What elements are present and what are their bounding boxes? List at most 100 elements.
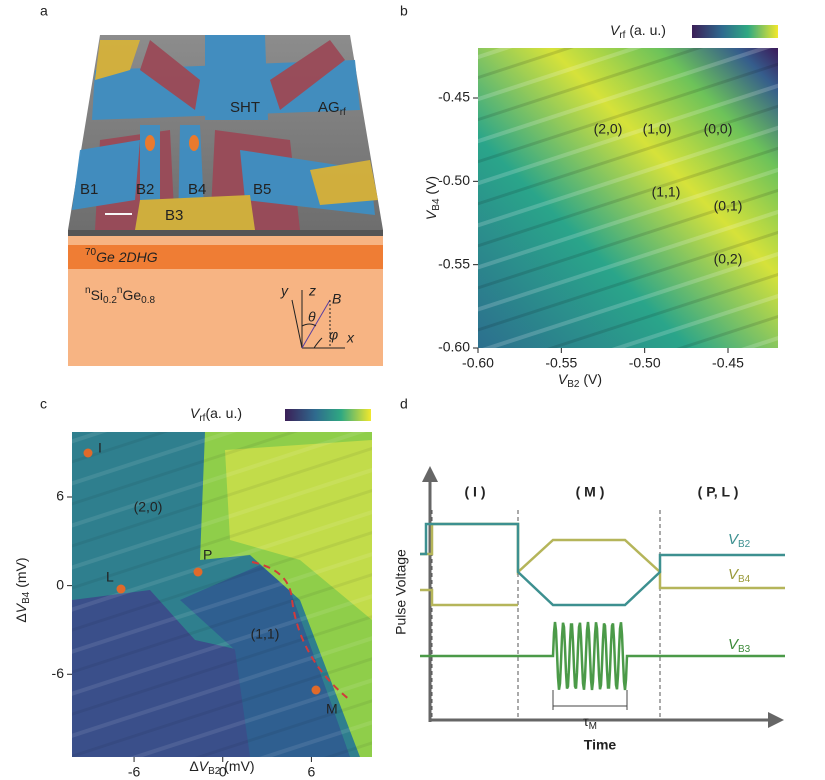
point — [311, 685, 321, 695]
duration-label: τM — [583, 713, 597, 732]
point — [83, 448, 93, 458]
colorbar — [285, 409, 371, 421]
point-label: M — [326, 701, 338, 717]
text-part: V — [610, 22, 621, 38]
x-axis-label: Time — [584, 737, 617, 753]
text-part: V — [728, 566, 740, 583]
text-part: 0.2 — [103, 295, 117, 306]
text-part: B2 — [136, 181, 154, 198]
state-label: (1,1) — [652, 184, 681, 200]
transition-line — [251, 561, 351, 701]
x-axis-label: VB2 (V) — [558, 371, 602, 390]
text-part: 0.8 — [141, 295, 155, 306]
text-part: Ge — [122, 287, 141, 303]
text-part: B4 — [431, 198, 442, 211]
axis-y: y — [280, 283, 289, 299]
y-axis-label: Pulse Voltage — [393, 549, 409, 635]
signal-label: VB2 — [728, 531, 751, 550]
y-tick-label: -0.45 — [438, 89, 470, 105]
text-part: (V) — [423, 176, 439, 199]
gate-label: B1 — [80, 181, 98, 198]
point-label: L — [106, 569, 114, 585]
text-part: V — [558, 371, 569, 387]
y-tick-label: -0.50 — [438, 172, 470, 188]
text-part: rf — [619, 30, 625, 41]
stage-label: ( M ) — [576, 484, 605, 500]
text-part: (V) — [580, 371, 603, 387]
text-part: V — [13, 602, 29, 613]
stage-label: ( P, L ) — [698, 484, 739, 500]
x-tick-label: -0.45 — [712, 355, 744, 371]
y-tick-label: 6 — [56, 488, 64, 504]
text-part: AG — [318, 99, 340, 116]
axis-z: z — [308, 283, 316, 299]
heatmap-texture — [478, 48, 778, 348]
colorbar-label: Vrf(a. u.) — [190, 405, 242, 424]
point-label: P — [203, 547, 212, 563]
angle-theta: θ — [308, 309, 316, 325]
text-part: V — [728, 531, 740, 548]
coordinate-axes — [291, 290, 345, 349]
y-tick-label: -0.55 — [438, 255, 470, 271]
gate-label: B3 — [165, 207, 183, 224]
colorbar — [692, 25, 778, 38]
text-part: B4 — [738, 574, 751, 585]
y-tick-label: 0 — [56, 576, 64, 592]
x-tick-label: -0.50 — [629, 355, 661, 371]
panel-letter: a — [40, 3, 48, 19]
y-tick-label: -0.60 — [438, 339, 470, 355]
state-label: (0,1) — [714, 198, 743, 214]
text-part: τ — [583, 713, 589, 729]
text-part: V — [423, 209, 439, 220]
text-part: rf — [199, 413, 205, 424]
text-part: B2 — [567, 379, 580, 390]
text-part: SHT — [230, 99, 260, 116]
text-part: M — [589, 721, 597, 732]
x-tick-label: -6 — [128, 764, 141, 780]
state-label: (0,0) — [704, 121, 733, 137]
text-part: V — [199, 758, 210, 774]
charge-states: (2,0) (1,0) (0,0) (1,1) (0,1) (0,2) — [594, 121, 743, 267]
gate-label: B5 — [253, 181, 271, 198]
state-label: (2,0) — [594, 121, 623, 137]
y-axis-label: VB4 (V) — [423, 176, 442, 220]
angle-phi: φ — [329, 327, 338, 343]
gates — [72, 35, 378, 230]
pulse-diagram — [420, 466, 785, 728]
point-label: I — [98, 440, 102, 456]
panel-letter: d — [400, 396, 408, 412]
state-label: (1,0) — [643, 121, 672, 137]
text-part: (mV) — [13, 557, 29, 591]
x-tick-label: 6 — [308, 764, 316, 780]
x-tick-label: -0.55 — [545, 355, 577, 371]
text-part: B3 — [165, 207, 183, 224]
text-part: B2 — [738, 539, 751, 550]
point — [193, 567, 203, 577]
points: I L P M (2,0) (1,1) — [83, 440, 338, 717]
axis-b: B — [332, 291, 341, 307]
text-part: Δ — [189, 758, 198, 774]
state-label: (2,0) — [134, 499, 163, 515]
colorbar-label: Vrf (a. u.) — [610, 22, 666, 41]
text-part: Δ — [13, 613, 29, 622]
text-part: 70 — [85, 247, 97, 258]
panel-letter: b — [400, 3, 408, 19]
gate-label: AGrf — [318, 99, 346, 118]
edge — [68, 230, 383, 236]
text-part: B1 — [80, 181, 98, 198]
text-part: (a. u.) — [205, 405, 242, 421]
text-part: B5 — [253, 181, 271, 198]
labels-a: SHT AGrf B1 B2 B3 B4 B5 — [80, 99, 346, 224]
text-part: V — [190, 405, 201, 421]
x-axis-label: ΔVB2 (mV) — [189, 758, 254, 777]
point — [116, 584, 126, 594]
axis-x: x — [346, 330, 355, 346]
text-part: (mV) — [220, 758, 254, 774]
text-part: B2 — [208, 766, 221, 777]
text-part: V — [728, 636, 740, 653]
y-tick-label: -6 — [52, 665, 65, 681]
text-part: n — [85, 285, 91, 296]
state-label: (1,1) — [251, 626, 280, 642]
state-label: (0,2) — [714, 251, 743, 267]
